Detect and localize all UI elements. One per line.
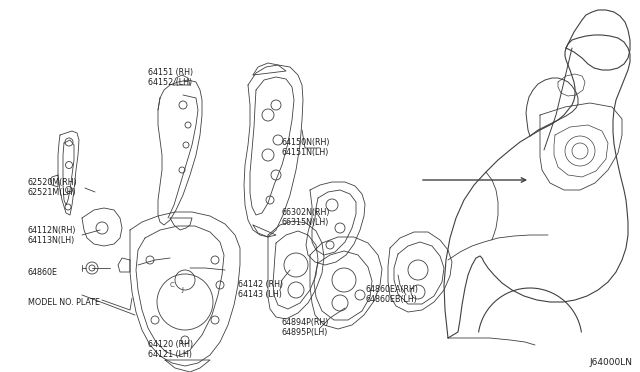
Text: 62520M(RH)
62521M(LH): 62520M(RH) 62521M(LH) [28,178,77,198]
Text: 64150N(RH)
64151N(LH): 64150N(RH) 64151N(LH) [282,138,330,157]
Text: MODEL NO. PLATE: MODEL NO. PLATE [28,298,100,307]
Text: 66302N(RH)
66315N(LH): 66302N(RH) 66315N(LH) [282,208,330,227]
Text: C: C [170,282,174,288]
Text: 64120 (RH)
64121 (LH): 64120 (RH) 64121 (LH) [148,340,193,359]
Text: 64860EA(RH)
64860EB(LH): 64860EA(RH) 64860EB(LH) [366,285,419,304]
Text: 64894P(RH)
64895P(LH): 64894P(RH) 64895P(LH) [282,318,330,337]
Text: 64142 (RH)
64143 (LH): 64142 (RH) 64143 (LH) [238,280,283,299]
Text: J64000LN: J64000LN [589,358,632,367]
Text: 64112N(RH)
64113N(LH): 64112N(RH) 64113N(LH) [28,226,77,246]
Text: J: J [181,287,183,293]
Text: 64860E: 64860E [28,268,58,277]
Text: 64151 (RH)
64152 (LH): 64151 (RH) 64152 (LH) [148,68,193,87]
